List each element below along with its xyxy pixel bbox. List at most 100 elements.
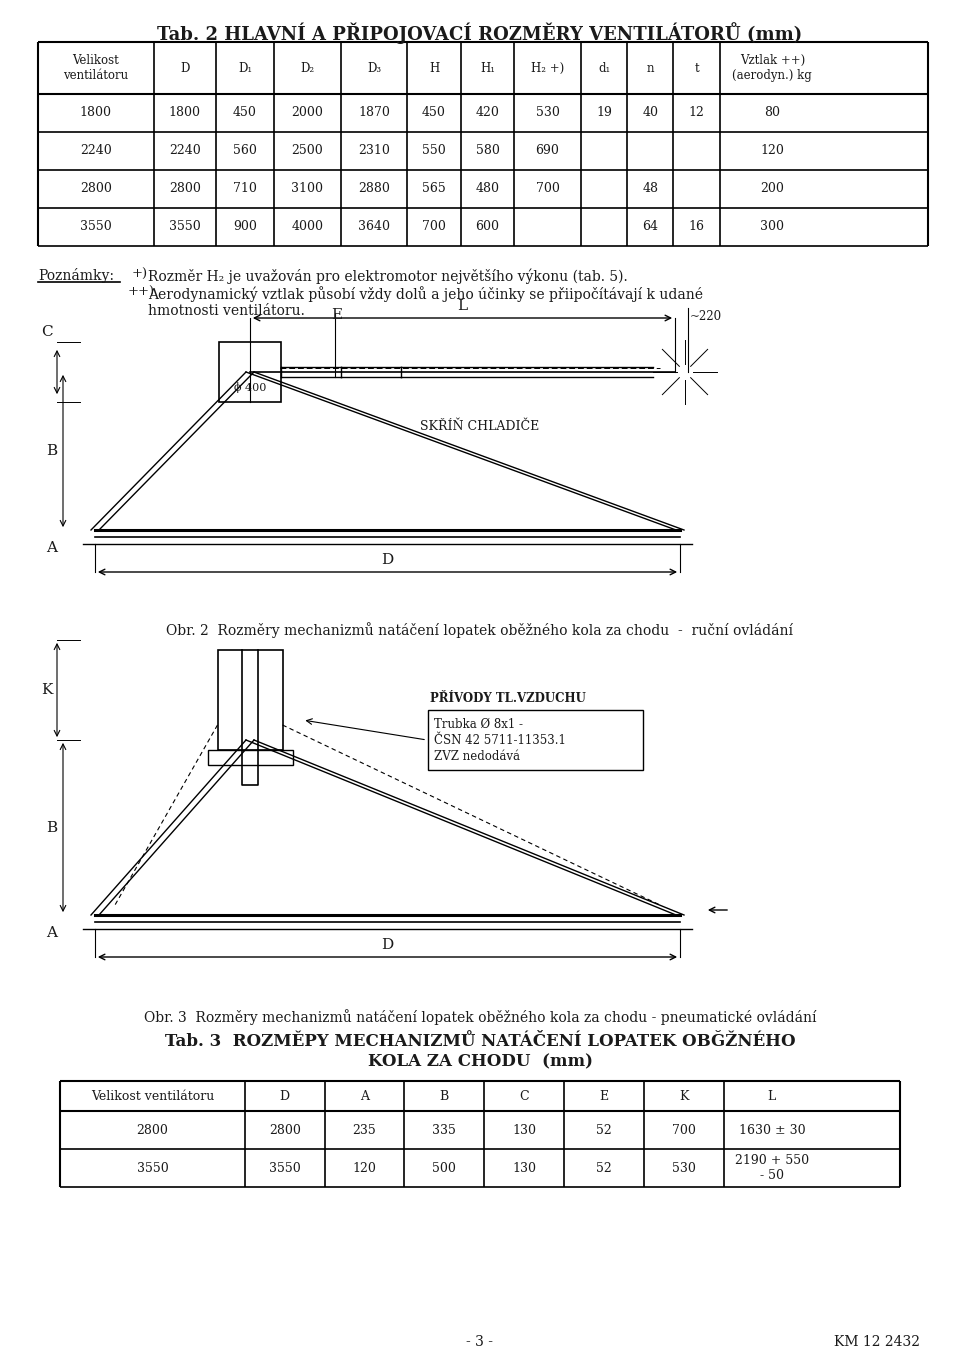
Text: E: E [331, 308, 343, 321]
Text: ϕ 400: ϕ 400 [234, 381, 266, 394]
Text: 12: 12 [688, 106, 705, 120]
Text: +): +) [132, 268, 148, 281]
Text: Poznámky:: Poznámky: [38, 268, 114, 283]
Text: 2800: 2800 [80, 183, 111, 196]
Text: 4000: 4000 [291, 221, 324, 233]
Text: H: H [429, 61, 439, 75]
Text: K: K [679, 1090, 688, 1102]
Text: 2500: 2500 [291, 144, 324, 158]
Text: L: L [457, 300, 468, 313]
Text: 120: 120 [760, 144, 784, 158]
Text: 335: 335 [432, 1124, 456, 1136]
Text: A: A [46, 926, 57, 940]
Text: 2310: 2310 [358, 144, 390, 158]
Text: 64: 64 [642, 221, 659, 233]
Text: 200: 200 [760, 183, 784, 196]
Bar [428, 710, 643, 770]
Text: 700: 700 [536, 183, 560, 196]
Bar [219, 342, 281, 402]
Text: D₃: D₃ [367, 61, 381, 75]
Text: E: E [599, 1090, 609, 1102]
Text: n: n [647, 61, 654, 75]
Text: PŘÍVODY TL.VZDUCHU: PŘÍVODY TL.VZDUCHU [430, 692, 586, 706]
Text: D₁: D₁ [238, 61, 252, 75]
Text: t: t [694, 61, 699, 75]
Text: C: C [519, 1090, 529, 1102]
Text: 530: 530 [672, 1162, 696, 1174]
Text: 48: 48 [642, 183, 659, 196]
Text: KOLA ZA CHODU  (mm): KOLA ZA CHODU (mm) [368, 1053, 592, 1071]
Text: Tab. 3  ROZMĚPY MECHANIZMŮ NATÁČENÍ LOPATEK OBĞŽNÉHO: Tab. 3 ROZMĚPY MECHANIZMŮ NATÁČENÍ LOPAT… [165, 1032, 795, 1050]
Text: L: L [768, 1090, 776, 1102]
Text: H₂ +): H₂ +) [531, 61, 564, 75]
Text: SKŘÍŇ CHLADIČE: SKŘÍŇ CHLADIČE [420, 421, 540, 433]
Text: 500: 500 [432, 1162, 456, 1174]
Text: 235: 235 [352, 1124, 376, 1136]
Text: 80: 80 [764, 106, 780, 120]
Text: H₁: H₁ [480, 61, 495, 75]
Text: Obr. 2  Rozměry mechanizmů natáčení lopatek oběžného kola za chodu  -  ruční ovl: Obr. 2 Rozměry mechanizmů natáčení lopat… [166, 622, 794, 637]
Text: 40: 40 [642, 106, 659, 120]
Text: 560: 560 [233, 144, 257, 158]
Text: 16: 16 [688, 221, 705, 233]
Text: 2190 + 550
- 50: 2190 + 550 - 50 [734, 1154, 809, 1182]
Text: D: D [279, 1090, 290, 1102]
Text: KM 12 2432: KM 12 2432 [834, 1335, 920, 1348]
Text: Aerodynamický vztlak působí vždy dolů a jeho účinky se přiipočítávají k udané
hm: Aerodynamický vztlak působí vždy dolů a … [148, 286, 703, 319]
Text: 2800: 2800 [269, 1124, 300, 1136]
Text: 52: 52 [596, 1124, 612, 1136]
Text: 3550: 3550 [80, 221, 111, 233]
Text: 2240: 2240 [80, 144, 111, 158]
Text: 450: 450 [422, 106, 446, 120]
Text: 900: 900 [233, 221, 257, 233]
Text: 130: 130 [512, 1162, 536, 1174]
Text: C: C [41, 326, 53, 339]
Text: 700: 700 [672, 1124, 696, 1136]
Text: Trubka Ø 8x1 -: Trubka Ø 8x1 - [434, 718, 523, 731]
Text: 2800: 2800 [169, 183, 201, 196]
Text: 2000: 2000 [291, 106, 324, 120]
Circle shape [653, 340, 717, 405]
Text: 1800: 1800 [80, 106, 112, 120]
Text: Tab. 2 HLAVNÍ A PŘIPOJOVACÍ ROZMĚRY VENTILÁTORŮ (mm): Tab. 2 HLAVNÍ A PŘIPOJOVACÍ ROZMĚRY VENT… [157, 22, 803, 44]
Text: 580: 580 [475, 144, 499, 158]
Text: B: B [46, 444, 57, 458]
Text: 600: 600 [475, 221, 499, 233]
Bar [207, 750, 293, 765]
Text: 2800: 2800 [136, 1124, 168, 1136]
Text: 710: 710 [233, 183, 257, 196]
Text: A: A [360, 1090, 369, 1102]
Bar [218, 650, 282, 750]
Text: 530: 530 [536, 106, 560, 120]
Text: 1630 ± 30: 1630 ± 30 [738, 1124, 805, 1136]
Text: B: B [46, 820, 57, 835]
Text: 3640: 3640 [358, 221, 390, 233]
Text: Velikost
ventilátoru: Velikost ventilátoru [63, 54, 129, 82]
Text: ++): ++) [128, 286, 156, 300]
Text: ZVZ nedodává: ZVZ nedodává [434, 750, 520, 763]
Text: D₂: D₂ [300, 61, 314, 75]
Text: 19: 19 [596, 106, 612, 120]
Text: K: K [41, 682, 53, 697]
Text: 1800: 1800 [169, 106, 201, 120]
Text: d₁: d₁ [598, 61, 611, 75]
Text: 3550: 3550 [269, 1162, 300, 1174]
Text: 1870: 1870 [358, 106, 390, 120]
Text: Velikost ventilátoru: Velikost ventilátoru [91, 1090, 214, 1102]
Text: 52: 52 [596, 1162, 612, 1174]
Text: 120: 120 [352, 1162, 376, 1174]
Text: 565: 565 [422, 183, 446, 196]
Text: 130: 130 [512, 1124, 536, 1136]
Text: - 3 -: - 3 - [467, 1335, 493, 1348]
Text: 3550: 3550 [169, 221, 201, 233]
Text: Obr. 3  Rozměry mechanizmů natáčení lopatek oběžného kola za chodu - pneumatické: Obr. 3 Rozměry mechanizmů natáčení lopat… [144, 1009, 816, 1024]
Text: 420: 420 [475, 106, 499, 120]
Text: 3550: 3550 [136, 1162, 168, 1174]
Text: 300: 300 [760, 221, 784, 233]
Text: A: A [46, 541, 57, 554]
Text: 550: 550 [422, 144, 446, 158]
Text: 690: 690 [536, 144, 560, 158]
Text: ČSN 42 5711-11353.1: ČSN 42 5711-11353.1 [434, 734, 565, 746]
Text: 700: 700 [422, 221, 446, 233]
Text: 2880: 2880 [358, 183, 390, 196]
